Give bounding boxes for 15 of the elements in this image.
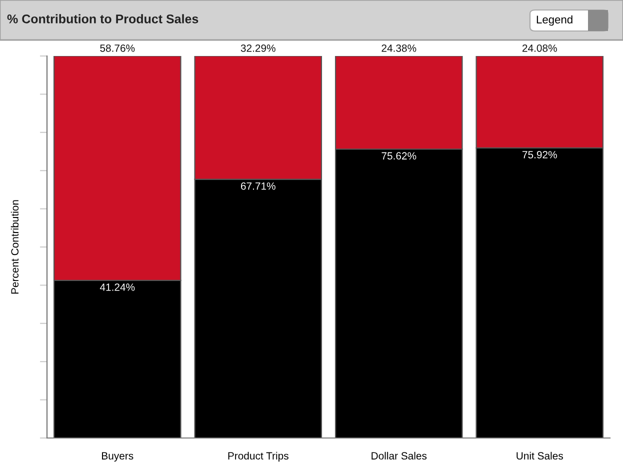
data-label: 41.24% — [100, 284, 135, 291]
y-axis-title: Percent Contribution — [10, 200, 19, 294]
data-label: 75.92% — [522, 151, 557, 158]
x-tick-label: Buyers — [102, 452, 134, 462]
x-tick-label: Product Trips — [228, 452, 288, 462]
data-label: 58.76% — [100, 44, 135, 52]
data-label: 75.62% — [382, 152, 416, 160]
chart-title: % Contribution to Product Sales — [7, 14, 198, 24]
text: Legend — [536, 15, 572, 26]
data-label: 32.29% — [240, 44, 276, 52]
data-label: 24.38% — [382, 44, 416, 52]
x-tick-label: Dollar Sales — [372, 452, 427, 460]
x-tick-label: Unit Sales — [516, 452, 563, 460]
data-label: 24.08% — [522, 44, 557, 52]
data-label: 67.71% — [240, 182, 276, 190]
